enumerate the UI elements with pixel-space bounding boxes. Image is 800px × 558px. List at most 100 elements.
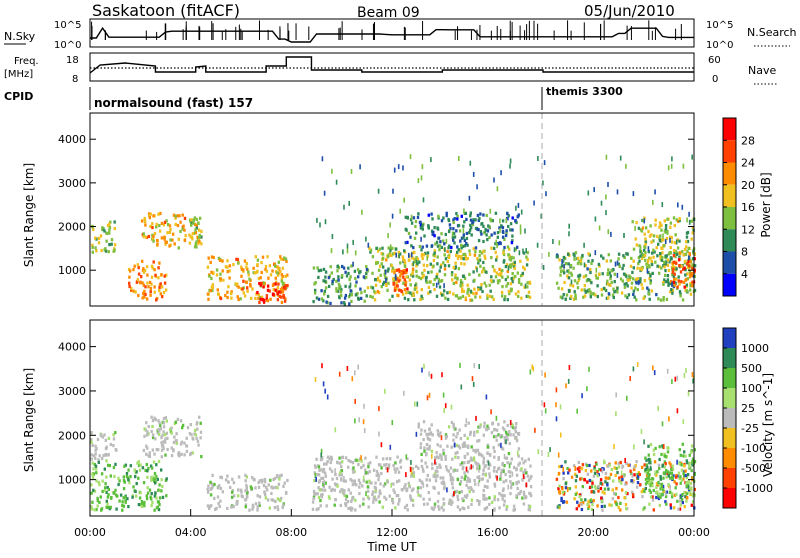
heatmap-cell [349,289,352,293]
heatmap-cell [574,293,577,297]
heatmap-cell [173,242,176,246]
heatmap-cell [522,502,526,506]
heatmap-cell [466,479,469,483]
heatmap-cell [191,451,194,455]
heatmap-cell [137,266,140,270]
heatmap-cell [510,241,514,245]
heatmap-cell [617,505,620,510]
heatmap-cell [601,468,604,474]
heatmap-cell [313,471,316,475]
heatmap-cell [515,439,519,443]
heatmap-cell [492,446,495,450]
heatmap-cell [669,246,672,250]
heatmap-cell [183,238,186,243]
heatmap-cell [375,261,378,265]
heatmap-cell [405,489,408,493]
heatmap-cell [465,217,468,221]
heatmap-cell [239,488,243,492]
heatmap-cell [496,186,499,192]
heatmap-cell [624,294,627,298]
heatmap-cell [526,285,529,289]
heatmap-cell [397,502,400,506]
heatmap-cell [152,239,155,243]
heatmap-cell [371,295,374,299]
heatmap-cell [465,231,469,235]
heatmap-cell [366,471,370,475]
heatmap-cell [107,453,110,457]
heatmap-cell [340,294,343,298]
heatmap-cell [440,232,443,236]
heatmap-cell [317,465,321,469]
heatmap-cell [362,497,365,501]
heatmap-cell [498,279,501,283]
heatmap-cell [439,476,442,480]
heatmap-cell [281,290,285,294]
heatmap-cell [406,287,409,291]
heatmap-cell [568,223,570,229]
heatmap-cell [517,213,520,217]
heatmap-cell [665,475,668,479]
heatmap-cell [668,485,671,489]
heatmap-cell [222,278,225,282]
heatmap-cell [587,190,590,196]
heatmap-cell [477,218,480,222]
heatmap-cell [393,467,396,471]
heatmap-cell [493,482,496,486]
heatmap-cell [145,265,149,269]
heatmap-cell [462,274,465,278]
heatmap-cell [565,293,569,297]
heatmap-cell [137,463,141,468]
heatmap-cell [652,255,655,259]
heatmap-cell [583,288,586,292]
nsky-label: N.Sky [4,30,36,43]
heatmap-cell [562,500,566,504]
heatmap-cell [427,224,430,228]
heatmap-cell [489,279,493,283]
heatmap-cell [404,215,407,219]
heatmap-cell [157,488,160,492]
heatmap-cell [188,233,191,237]
heatmap-cell [207,484,210,488]
heatmap-cell [484,507,487,511]
heatmap-cell [463,454,466,458]
heatmap-cell [508,247,511,251]
heatmap-cell [691,266,694,270]
heatmap-cell [648,292,651,296]
heatmap-cell [676,246,680,250]
heatmap-cell [373,298,377,302]
heatmap-cell [474,461,477,465]
heatmap-cell [357,459,360,463]
heatmap-cell [443,482,446,486]
heatmap-cell [92,227,95,232]
heatmap-cell [154,481,157,485]
heatmap-cell [363,403,365,409]
heatmap-cell [476,227,479,231]
heatmap-cell [122,504,126,508]
heatmap-cell [671,476,674,480]
heatmap-cell [123,480,126,484]
heatmap-cell [467,505,470,509]
heatmap-cell [374,489,377,493]
heatmap-cell [589,295,592,299]
heatmap-cell [495,239,497,245]
heatmap-cell [621,464,623,470]
heatmap-cell [561,296,564,300]
heatmap-cell [420,452,423,456]
heatmap-cell [520,282,523,286]
heatmap-cell [608,503,611,507]
heatmap-cell [322,480,325,485]
heatmap-cell [503,494,506,498]
colorbar-tick-label: 8 [741,246,748,259]
heatmap-cell [568,487,572,491]
heatmap-cell [524,459,527,463]
heatmap-cell [196,421,199,425]
heatmap-cell [525,263,529,267]
heatmap-cell [612,267,615,272]
heatmap-cell [505,284,508,288]
heatmap-cell [439,453,442,457]
heatmap-cell [602,256,605,260]
heatmap-cell [444,232,447,237]
heatmap-cell [272,477,275,482]
heatmap-cell [365,480,368,484]
heatmap-cell [375,473,378,477]
